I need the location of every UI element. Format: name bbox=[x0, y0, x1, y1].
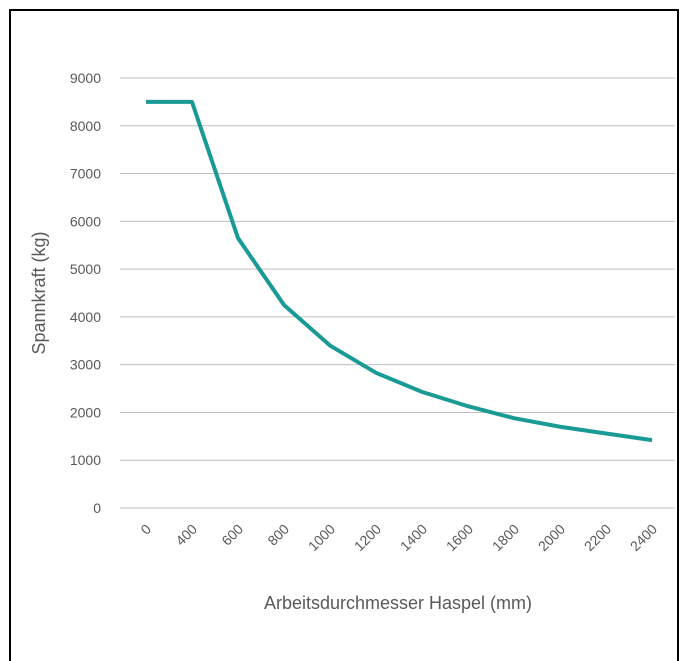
x-tick-label: 2000 bbox=[535, 521, 568, 554]
x-tick-label: 0 bbox=[137, 521, 154, 538]
y-tick-label: 0 bbox=[93, 500, 101, 516]
y-axis-title: Spannkraft (kg) bbox=[29, 231, 49, 354]
y-tick-labels: 0 1000 2000 3000 4000 5000 6000 7000 8000 9000 bbox=[70, 70, 101, 516]
x-tick-label: 2400 bbox=[627, 521, 660, 554]
x-tick-label: 600 bbox=[218, 521, 246, 549]
x-tick-label: 1400 bbox=[397, 521, 430, 554]
series-layer bbox=[146, 99, 653, 443]
y-tick-label: 4000 bbox=[70, 309, 101, 325]
x-tick-label: 1800 bbox=[489, 521, 522, 554]
x-tick-label: 1600 bbox=[443, 521, 476, 554]
x-tick-label: 1000 bbox=[305, 521, 338, 554]
x-axis-title: Arbeitsdurchmesser Haspel (mm) bbox=[264, 593, 532, 613]
x-tick-label: 400 bbox=[172, 521, 200, 549]
y-tick-label: 9000 bbox=[70, 70, 101, 86]
series-line bbox=[146, 99, 653, 443]
y-tick-label: 8000 bbox=[70, 118, 101, 134]
y-tick-label: 6000 bbox=[70, 213, 101, 229]
gridlines bbox=[120, 77, 675, 509]
y-tick-label: 7000 bbox=[70, 166, 101, 182]
x-tick-label: 2200 bbox=[581, 521, 614, 554]
x-tick-label: 800 bbox=[264, 521, 292, 549]
y-tick-label: 1000 bbox=[70, 452, 101, 468]
y-tick-label: 3000 bbox=[70, 357, 101, 373]
x-tick-labels: 0 400 600 800 1000 1200 1400 1600 1800 2000 2200 24… bbox=[137, 521, 660, 554]
y-tick-label: 2000 bbox=[70, 404, 101, 420]
x-tick-label: 1200 bbox=[351, 521, 384, 554]
chart-frame bbox=[9, 9, 679, 661]
y-tick-label: 5000 bbox=[70, 261, 101, 277]
